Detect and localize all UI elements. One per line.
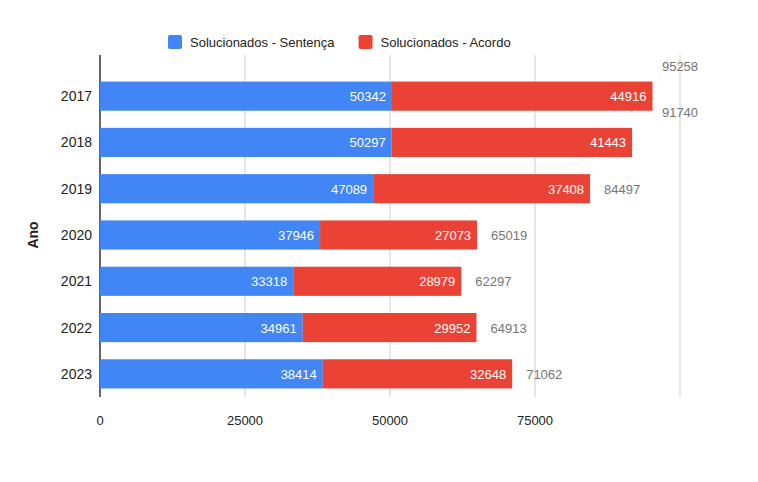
bar-segment [320, 220, 477, 249]
bar-segment [100, 128, 392, 157]
data-label: 37946 [278, 228, 314, 243]
bar-segment [100, 220, 320, 249]
bar-segment [100, 359, 323, 388]
tick-label: 50000 [372, 413, 408, 428]
category-label: 2020 [61, 227, 92, 243]
chart-svg: 0 25000 50000 75000 2017 2018 2019 2020 2021 2022… [0, 0, 758, 482]
bar-segment [303, 313, 477, 342]
category-label: 2023 [61, 366, 92, 382]
data-label: 38414 [281, 367, 317, 382]
legend-swatch [168, 35, 182, 49]
data-label: 28979 [419, 274, 455, 289]
legend: Solucionados - Sentença Solucionados - Ac… [168, 35, 511, 50]
data-label: 47089 [331, 182, 367, 197]
data-label: 29952 [434, 321, 470, 336]
category-label: 2017 [61, 88, 92, 104]
bar-segment [392, 82, 653, 111]
data-label: 27073 [435, 228, 471, 243]
data-label: 33318 [251, 274, 287, 289]
data-label: 34961 [261, 321, 297, 336]
bar-segment [100, 82, 392, 111]
data-labels: 50342 44916 95258 50297 41443 91740 47089 37408… [251, 59, 698, 382]
total-label: 91740 [662, 105, 698, 120]
bar-segment [100, 267, 293, 296]
bar-segment [293, 267, 461, 296]
data-label: 32648 [470, 367, 506, 382]
total-label: 95258 [662, 59, 698, 74]
data-label: 44916 [610, 89, 646, 104]
bar-segment [323, 359, 512, 388]
category-label: 2019 [61, 181, 92, 197]
chart-container: 0 25000 50000 75000 2017 2018 2019 2020 2021 2022… [0, 0, 758, 482]
total-label: 62297 [475, 274, 511, 289]
category-label: 2022 [61, 320, 92, 336]
data-label: 50342 [350, 89, 386, 104]
axis-title: Ano [25, 221, 41, 248]
tick-label: 75000 [517, 413, 553, 428]
legend-swatch [359, 35, 373, 49]
bar-segment [100, 174, 373, 203]
data-label: 37408 [548, 182, 584, 197]
total-label: 64913 [490, 321, 526, 336]
bar-segment [373, 174, 590, 203]
category-label: 2018 [61, 134, 92, 150]
legend-label: Solucionados - Sentença [190, 35, 335, 50]
legend-label: Solucionados - Acordo [381, 35, 511, 50]
tick-label: 0 [96, 413, 103, 428]
category-label: 2021 [61, 273, 92, 289]
total-label: 65019 [491, 228, 527, 243]
data-label: 50297 [350, 135, 386, 150]
total-label: 84497 [604, 182, 640, 197]
bars [100, 82, 652, 389]
total-label: 71062 [526, 367, 562, 382]
bar-segment [392, 128, 632, 157]
bar-segment [100, 313, 303, 342]
tick-label: 25000 [227, 413, 263, 428]
data-label: 41443 [590, 135, 626, 150]
